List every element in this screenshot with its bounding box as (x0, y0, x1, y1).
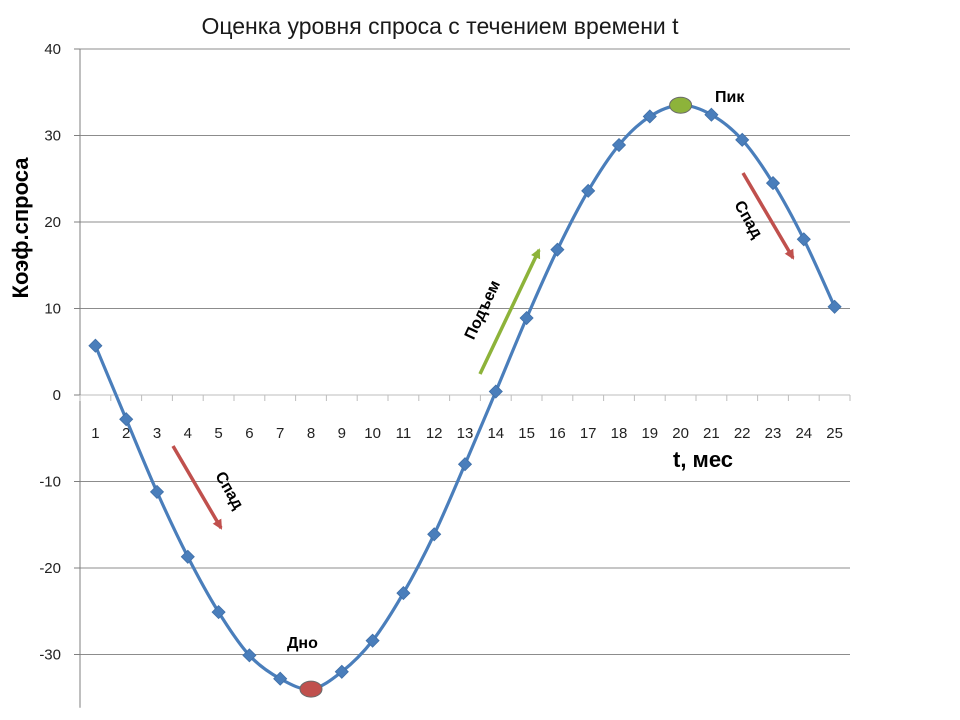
y-tick-label: 10 (44, 301, 61, 318)
data-point (488, 384, 503, 399)
x-tick-label: 2 (122, 425, 130, 442)
series-line (93, 103, 837, 691)
x-tick-label: 8 (307, 425, 315, 442)
annotation-decline-1: Спад (171, 445, 246, 530)
x-tick-label: 12 (426, 425, 443, 442)
x-tick-label: 19 (641, 425, 658, 442)
y-tick-label: -20 (39, 560, 61, 577)
highlight-marker (299, 680, 323, 698)
y-tick-label: 20 (44, 214, 61, 231)
x-tick-label: 3 (153, 425, 161, 442)
x-tick-label: 4 (184, 425, 192, 442)
x-tick-label: 7 (276, 425, 284, 442)
data-point (396, 586, 411, 601)
data-point (519, 310, 534, 326)
x-tick-label: 10 (364, 425, 381, 442)
rise-label: Подъем (462, 278, 504, 342)
x-tick-label: 1 (91, 425, 99, 442)
highlight-marker (669, 96, 693, 114)
data-point (611, 137, 627, 153)
x-tick-label: 9 (338, 425, 346, 442)
data-point (273, 671, 288, 686)
x-tick-label: 20 (672, 425, 689, 442)
data-point (581, 183, 596, 198)
x-tick-label: 11 (396, 425, 412, 442)
decline-arrow-1 (171, 445, 223, 530)
x-tick-label: 18 (611, 425, 628, 442)
decline-arrow-2 (741, 172, 795, 260)
y-tick-label: -30 (39, 647, 61, 664)
x-tick-label: 5 (214, 425, 222, 442)
axes (74, 48, 851, 708)
data-point (334, 664, 349, 679)
y-tick-label: 30 (44, 128, 61, 145)
x-tick-label: 23 (765, 425, 782, 442)
y-axis-title: Коэф.спроса (8, 157, 33, 299)
data-point (365, 633, 380, 648)
data-point (827, 299, 842, 314)
x-axis-title: t, мес (673, 447, 733, 472)
data-point (180, 549, 195, 564)
x-tick-label: 17 (580, 425, 597, 442)
x-tick-label: 24 (795, 425, 812, 442)
data-point (242, 648, 257, 663)
x-tick-labels: 1 2 3 4 5 6 7 8 9 10 11 12 13 14 15 16 17 18 19 20 21 22 23 24 2… (91, 425, 843, 442)
peak-label: Пик (715, 89, 745, 106)
data-point (765, 176, 781, 191)
data-point (735, 132, 750, 147)
x-tick-label: 16 (549, 425, 566, 442)
data-point (88, 338, 103, 353)
x-tick-label: 22 (734, 425, 751, 442)
y-tick-label: 0 (53, 387, 61, 404)
data-point (211, 605, 226, 620)
data-point (457, 457, 473, 472)
data-point (704, 107, 719, 122)
data-point (427, 527, 442, 542)
y-tick-label: -10 (39, 474, 61, 491)
x-tick-label: 14 (487, 425, 504, 442)
data-point (796, 232, 811, 247)
y-tick-labels: 40 30 20 10 0 -10 -20 -30 (39, 41, 61, 664)
x-tick-label: 13 (457, 425, 474, 442)
data-point (119, 412, 134, 427)
data-point (149, 484, 165, 499)
highlight-points (299, 96, 693, 698)
x-tick-label: 6 (245, 425, 253, 442)
gridlines (80, 48, 850, 655)
chart-title: Оценка уровня спроса с течением времени … (201, 13, 679, 39)
x-tick-label: 21 (703, 425, 720, 442)
decline-label-1: Спад (211, 469, 246, 512)
data-point (642, 109, 657, 124)
y-tick-label: 40 (44, 41, 61, 58)
x-tick-label: 15 (518, 425, 535, 442)
trough-label: Дно (287, 635, 318, 652)
x-tick-label: 25 (826, 425, 843, 442)
rise-arrow (478, 248, 541, 375)
annotation-decline-2: Спад (730, 172, 795, 260)
data-point (550, 242, 565, 257)
series-group (88, 98, 842, 697)
